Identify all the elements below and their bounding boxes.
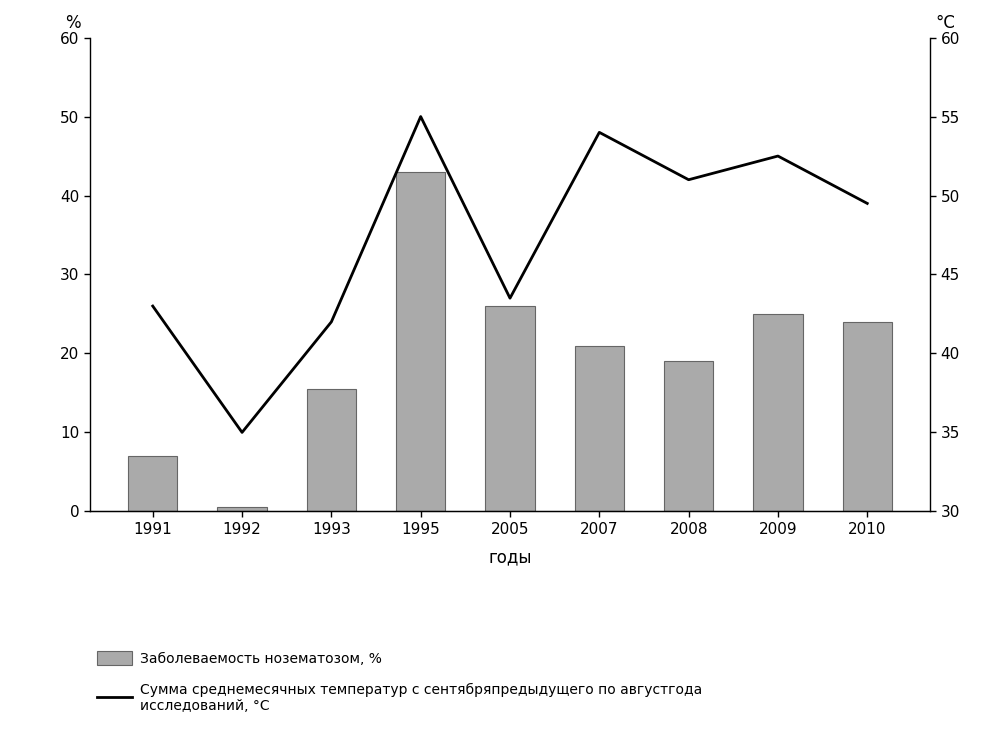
Bar [753,314,803,511]
X-axis label: годы: годы [488,548,532,566]
Bar [128,456,177,511]
Bar [664,362,713,511]
Bar [843,322,892,511]
Bar [307,389,356,511]
Bar [396,172,445,511]
Legend: Заболеваемость нозематозом, %, Сумма среднемесячных температур с сентябряпредыду: Заболеваемость нозематозом, %, Сумма сре… [97,651,702,713]
Bar [485,306,535,511]
Text: %: % [65,14,81,32]
Bar [217,508,267,511]
Bar [575,346,624,511]
Text: °C: °C [936,14,955,32]
